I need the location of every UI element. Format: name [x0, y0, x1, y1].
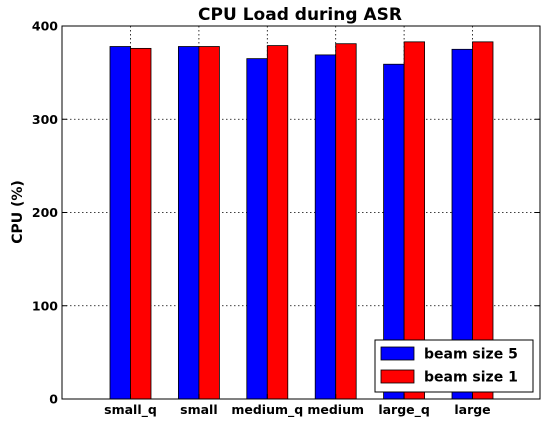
bar-beam-size-5-small: [177, 46, 200, 400]
bar-beam-size-5-small_q: [109, 46, 131, 400]
legend-swatch-beam-size-1: [380, 369, 415, 384]
legend-label: beam size 5: [424, 347, 518, 363]
y-tick-label: 400: [32, 19, 58, 34]
y-tick-label: 200: [32, 205, 58, 220]
x-tick-label: small_q: [104, 402, 157, 418]
x-tick-label: medium: [307, 402, 364, 417]
bar-beam-size-1-medium_q: [266, 45, 289, 400]
x-tick-label: large_q: [378, 402, 430, 418]
bar-beam-size-1-small_q: [130, 47, 152, 400]
x-tick-label: small: [180, 402, 217, 417]
chart-title: CPU Load during ASR: [198, 5, 402, 25]
bar-beam-size-1-small: [198, 46, 220, 400]
bar-beam-size-5-medium: [314, 54, 337, 400]
legend-swatch-beam-size-5: [380, 346, 415, 361]
y-ticks: 0 100 200 300 400: [32, 19, 540, 407]
legend: beam size 5 beam size 1: [374, 339, 534, 393]
x-tick-label: medium_q: [231, 402, 303, 418]
y-tick-label: 300: [32, 112, 58, 127]
y-tick-label: 100: [32, 298, 58, 313]
x-tick-label: large: [454, 402, 490, 417]
legend-label: beam size 1: [424, 370, 518, 386]
bars: [109, 41, 494, 400]
x-ticks: small_q small medium_q medium large_q large: [104, 394, 491, 418]
bar-beam-size-1-medium: [335, 43, 357, 400]
y-tick-label: 0: [49, 392, 58, 407]
y-axis-label: CPU (%): [10, 180, 26, 244]
bar-beam-size-5-medium_q: [246, 58, 268, 400]
